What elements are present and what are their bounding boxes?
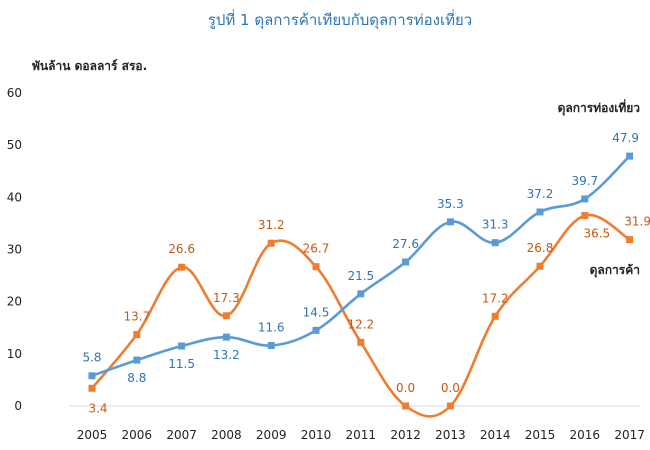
- y-tick-label: 20: [7, 295, 22, 309]
- y-tick-label: 50: [7, 138, 22, 152]
- point-tourism: [133, 356, 141, 364]
- x-tick-label: 2012: [390, 428, 421, 442]
- point-tourism: [491, 239, 499, 247]
- y-axis-ticks: 0 10 20 30 40 50 60: [7, 86, 22, 413]
- x-tick-label: 2009: [256, 428, 287, 442]
- data-label-tourism: 39.7: [571, 174, 598, 188]
- data-label-trade: 0.0: [396, 381, 415, 395]
- point-trade: [491, 312, 499, 320]
- point-tourism: [581, 195, 589, 203]
- data-label-trade: 31.9: [624, 215, 650, 229]
- point-trade: [267, 239, 275, 247]
- y-tick-label: 0: [14, 399, 22, 413]
- x-tick-label: 2014: [480, 428, 511, 442]
- x-tick-label: 2007: [166, 428, 197, 442]
- point-tourism: [446, 218, 454, 226]
- data-label-tourism: 47.9: [612, 131, 639, 145]
- data-label-trade: 12.2: [347, 317, 374, 331]
- point-trade: [88, 384, 96, 392]
- point-trade: [222, 312, 230, 320]
- series-name-tourism: ดุลการท่องเที่ยว: [558, 99, 641, 116]
- x-tick-label: 2016: [570, 428, 601, 442]
- data-label-tourism: 31.3: [482, 218, 509, 232]
- data-label-trade: 0.0: [441, 381, 460, 395]
- series-name-trade: ดุลการค้า: [590, 263, 640, 278]
- y-tick-label: 60: [7, 86, 22, 100]
- point-trade: [581, 212, 589, 220]
- point-trade: [178, 263, 186, 271]
- x-tick-label: 2011: [346, 428, 377, 442]
- data-label-trade: 17.3: [213, 291, 240, 305]
- point-tourism: [536, 208, 544, 216]
- data-label-trade: 26.7: [303, 242, 330, 256]
- point-tourism: [626, 152, 634, 160]
- x-tick-label: 2013: [435, 428, 466, 442]
- data-labels: 5.8 8.8 11.5 13.2 11.6 14.5 21.5 27.6 35.3 31.3 37…: [82, 131, 650, 415]
- data-label-trade: 36.5: [583, 227, 610, 241]
- data-label-tourism: 8.8: [127, 371, 146, 385]
- y-tick-label: 40: [7, 190, 22, 204]
- point-trade: [446, 402, 454, 410]
- point-tourism: [88, 372, 96, 380]
- data-label-trade: 26.6: [168, 242, 195, 256]
- point-trade: [357, 338, 365, 346]
- point-tourism: [357, 290, 365, 298]
- point-trade: [536, 262, 544, 270]
- point-tourism: [178, 342, 186, 350]
- point-trade: [133, 331, 141, 339]
- y-tick-label: 30: [7, 243, 22, 257]
- data-label-tourism: 35.3: [437, 197, 464, 211]
- data-label-tourism: 11.6: [258, 320, 285, 334]
- data-label-trade: 17.2: [482, 291, 509, 305]
- data-label-tourism: 14.5: [303, 305, 330, 319]
- point-trade: [312, 263, 320, 271]
- point-tourism: [222, 333, 230, 341]
- data-label-tourism: 21.5: [347, 269, 374, 283]
- point-trade: [626, 236, 634, 244]
- data-label-tourism: 37.2: [527, 187, 554, 201]
- data-label-tourism: 11.5: [168, 357, 195, 371]
- x-tick-label: 2008: [211, 428, 242, 442]
- x-axis-ticks: 2005 2006 2007 2008 2009 2010 2011 2012 2013 2014…: [70, 405, 645, 442]
- data-label-tourism: 5.8: [82, 351, 101, 365]
- data-label-tourism: 13.2: [213, 348, 240, 362]
- x-tick-label: 2015: [525, 428, 556, 442]
- point-trade: [402, 402, 410, 410]
- point-tourism: [267, 341, 275, 349]
- y-tick-label: 10: [7, 347, 22, 361]
- point-tourism: [312, 326, 320, 334]
- x-tick-label: 2010: [301, 428, 332, 442]
- data-label-trade: 26.8: [527, 241, 554, 255]
- x-tick-label: 2006: [122, 428, 153, 442]
- data-label-trade: 3.4: [88, 401, 107, 415]
- series-points: [88, 152, 634, 410]
- chart-title: รูปที่ 1 ดุลการค้าเทียบกับดุลการท่องเที่…: [208, 9, 472, 30]
- data-label-tourism: 27.6: [392, 237, 419, 251]
- y-axis-label: พันล้าน ดอลลาร์ สรอ.: [32, 59, 147, 73]
- point-tourism: [402, 258, 410, 266]
- data-label-trade: 31.2: [258, 218, 285, 232]
- x-tick-label: 2017: [614, 428, 645, 442]
- data-label-trade: 13.7: [123, 310, 150, 324]
- x-tick-label: 2005: [77, 428, 108, 442]
